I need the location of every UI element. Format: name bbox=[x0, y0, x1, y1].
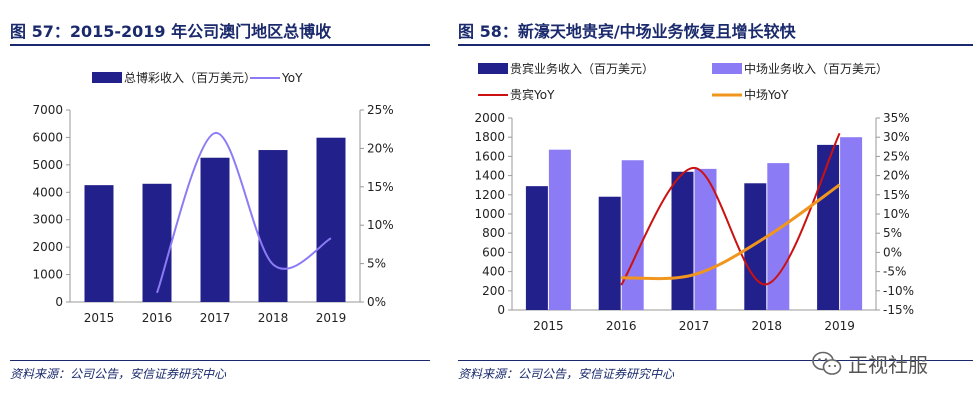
bar bbox=[817, 144, 840, 310]
left-tick-label: 200 bbox=[482, 284, 505, 298]
left-chart-panel: 图 57：2015-2019 年公司澳门地区总博收 0 1000 2000 3000 4… bbox=[0, 0, 440, 403]
legend-label: 中场业务收入（百万美元） bbox=[744, 61, 888, 76]
x-tick-label: 2017 bbox=[679, 319, 710, 333]
right-chart: 0 200 400 600 800 1000 1200 1400 1600 1800 2000 -15… bbox=[474, 61, 914, 333]
legend-swatch bbox=[92, 72, 122, 83]
left-tick-label: 0 bbox=[497, 303, 505, 317]
x-tick-label: 2015 bbox=[84, 311, 115, 325]
x-tick-label: 2015 bbox=[533, 319, 564, 333]
right-tick-label: 20% bbox=[883, 169, 910, 183]
right-tick-label: 25% bbox=[883, 149, 910, 163]
bar bbox=[548, 149, 571, 310]
bar bbox=[142, 183, 172, 302]
left-source-rule bbox=[10, 360, 430, 361]
right-tick-label: 30% bbox=[883, 130, 910, 144]
bar bbox=[694, 168, 717, 310]
left-chart-title: 图 57：2015-2019 年公司澳门地区总博收 bbox=[10, 22, 332, 41]
bar bbox=[258, 150, 288, 302]
right-tick-label: 10% bbox=[883, 207, 910, 221]
left-source-note: 资料来源：公司公告，安信证券研究中心 bbox=[10, 367, 227, 381]
right-chart-panel: 图 58：新濠天地贵宾/中场业务恢复且增长较快 0 200 400 600 800 100… bbox=[448, 0, 978, 403]
left-tick-label: 2000 bbox=[32, 240, 63, 254]
left-tick-label: 1800 bbox=[474, 130, 505, 144]
legend-label: 总博彩收入（百万美元） bbox=[124, 70, 256, 85]
left-tick-label: 4000 bbox=[32, 185, 63, 199]
right-source-note: 资料来源：公司公告，安信证券研究中心 bbox=[458, 367, 675, 381]
left-tick-label: 6000 bbox=[32, 130, 63, 144]
right-tick-label: 5% bbox=[367, 257, 386, 271]
legend-swatch bbox=[712, 63, 742, 74]
bar bbox=[744, 183, 767, 310]
series-line bbox=[621, 183, 841, 281]
watermark: 正视社服 bbox=[812, 349, 928, 378]
x-tick-label: 2016 bbox=[606, 319, 637, 333]
series-line bbox=[620, 132, 841, 286]
left-tick-label: 1000 bbox=[474, 207, 505, 221]
legend-label: 中场YoY bbox=[744, 87, 789, 102]
left-tick-label: 2000 bbox=[474, 111, 505, 125]
bar bbox=[767, 163, 790, 310]
bar bbox=[525, 186, 548, 310]
left-tick-label: 1200 bbox=[474, 188, 505, 202]
bar bbox=[840, 137, 863, 310]
bar bbox=[621, 160, 644, 310]
x-tick-label: 2019 bbox=[824, 319, 855, 333]
left-chart: 0 1000 2000 3000 4000 5000 6000 7000 0% 5% 10% 15% 2… bbox=[32, 70, 394, 325]
bar bbox=[316, 137, 346, 302]
right-tick-label: 0% bbox=[367, 295, 386, 309]
right-tick-label: 20% bbox=[367, 141, 394, 155]
bar bbox=[84, 185, 114, 302]
watermark-text: 正视社服 bbox=[848, 353, 928, 377]
right-tick-label: 25% bbox=[367, 103, 394, 117]
right-tick-label: 0% bbox=[883, 245, 902, 259]
bar bbox=[598, 196, 621, 310]
wechat-icon bbox=[812, 351, 842, 375]
x-tick-label: 2016 bbox=[142, 311, 173, 325]
right-source-rule bbox=[458, 360, 973, 361]
left-tick-label: 600 bbox=[482, 245, 505, 259]
right-title-rule bbox=[458, 44, 973, 46]
left-tick-label: 3000 bbox=[32, 213, 63, 227]
right-tick-label: 35% bbox=[883, 111, 910, 125]
left-title-rule bbox=[10, 44, 430, 46]
legend-label: 贵宾YoY bbox=[510, 87, 555, 102]
series-line bbox=[156, 132, 332, 294]
left-tick-label: 7000 bbox=[32, 103, 63, 117]
bar bbox=[671, 171, 694, 310]
left-tick-label: 0 bbox=[55, 295, 63, 309]
left-tick-label: 1400 bbox=[474, 169, 505, 183]
left-tick-label: 1600 bbox=[474, 149, 505, 163]
x-tick-label: 2018 bbox=[258, 311, 289, 325]
x-tick-label: 2017 bbox=[200, 311, 231, 325]
right-tick-label: -15% bbox=[883, 303, 914, 317]
right-tick-label: 15% bbox=[367, 180, 394, 194]
legend-label: YoY bbox=[281, 71, 303, 85]
left-tick-label: 800 bbox=[482, 226, 505, 240]
x-tick-label: 2019 bbox=[316, 311, 347, 325]
right-tick-label: 10% bbox=[367, 218, 394, 232]
legend-swatch bbox=[478, 63, 508, 74]
right-chart-title: 图 58：新濠天地贵宾/中场业务恢复且增长较快 bbox=[458, 22, 796, 41]
x-tick-label: 2018 bbox=[752, 319, 783, 333]
bar bbox=[200, 157, 230, 302]
left-tick-label: 5000 bbox=[32, 158, 63, 172]
right-tick-label: -5% bbox=[883, 265, 906, 279]
right-tick-label: -10% bbox=[883, 284, 914, 298]
legend-label: 贵宾业务收入（百万美元） bbox=[510, 61, 654, 76]
right-tick-label: 5% bbox=[883, 226, 902, 240]
left-tick-label: 400 bbox=[482, 265, 505, 279]
right-tick-label: 15% bbox=[883, 188, 910, 202]
left-tick-label: 1000 bbox=[32, 268, 63, 282]
